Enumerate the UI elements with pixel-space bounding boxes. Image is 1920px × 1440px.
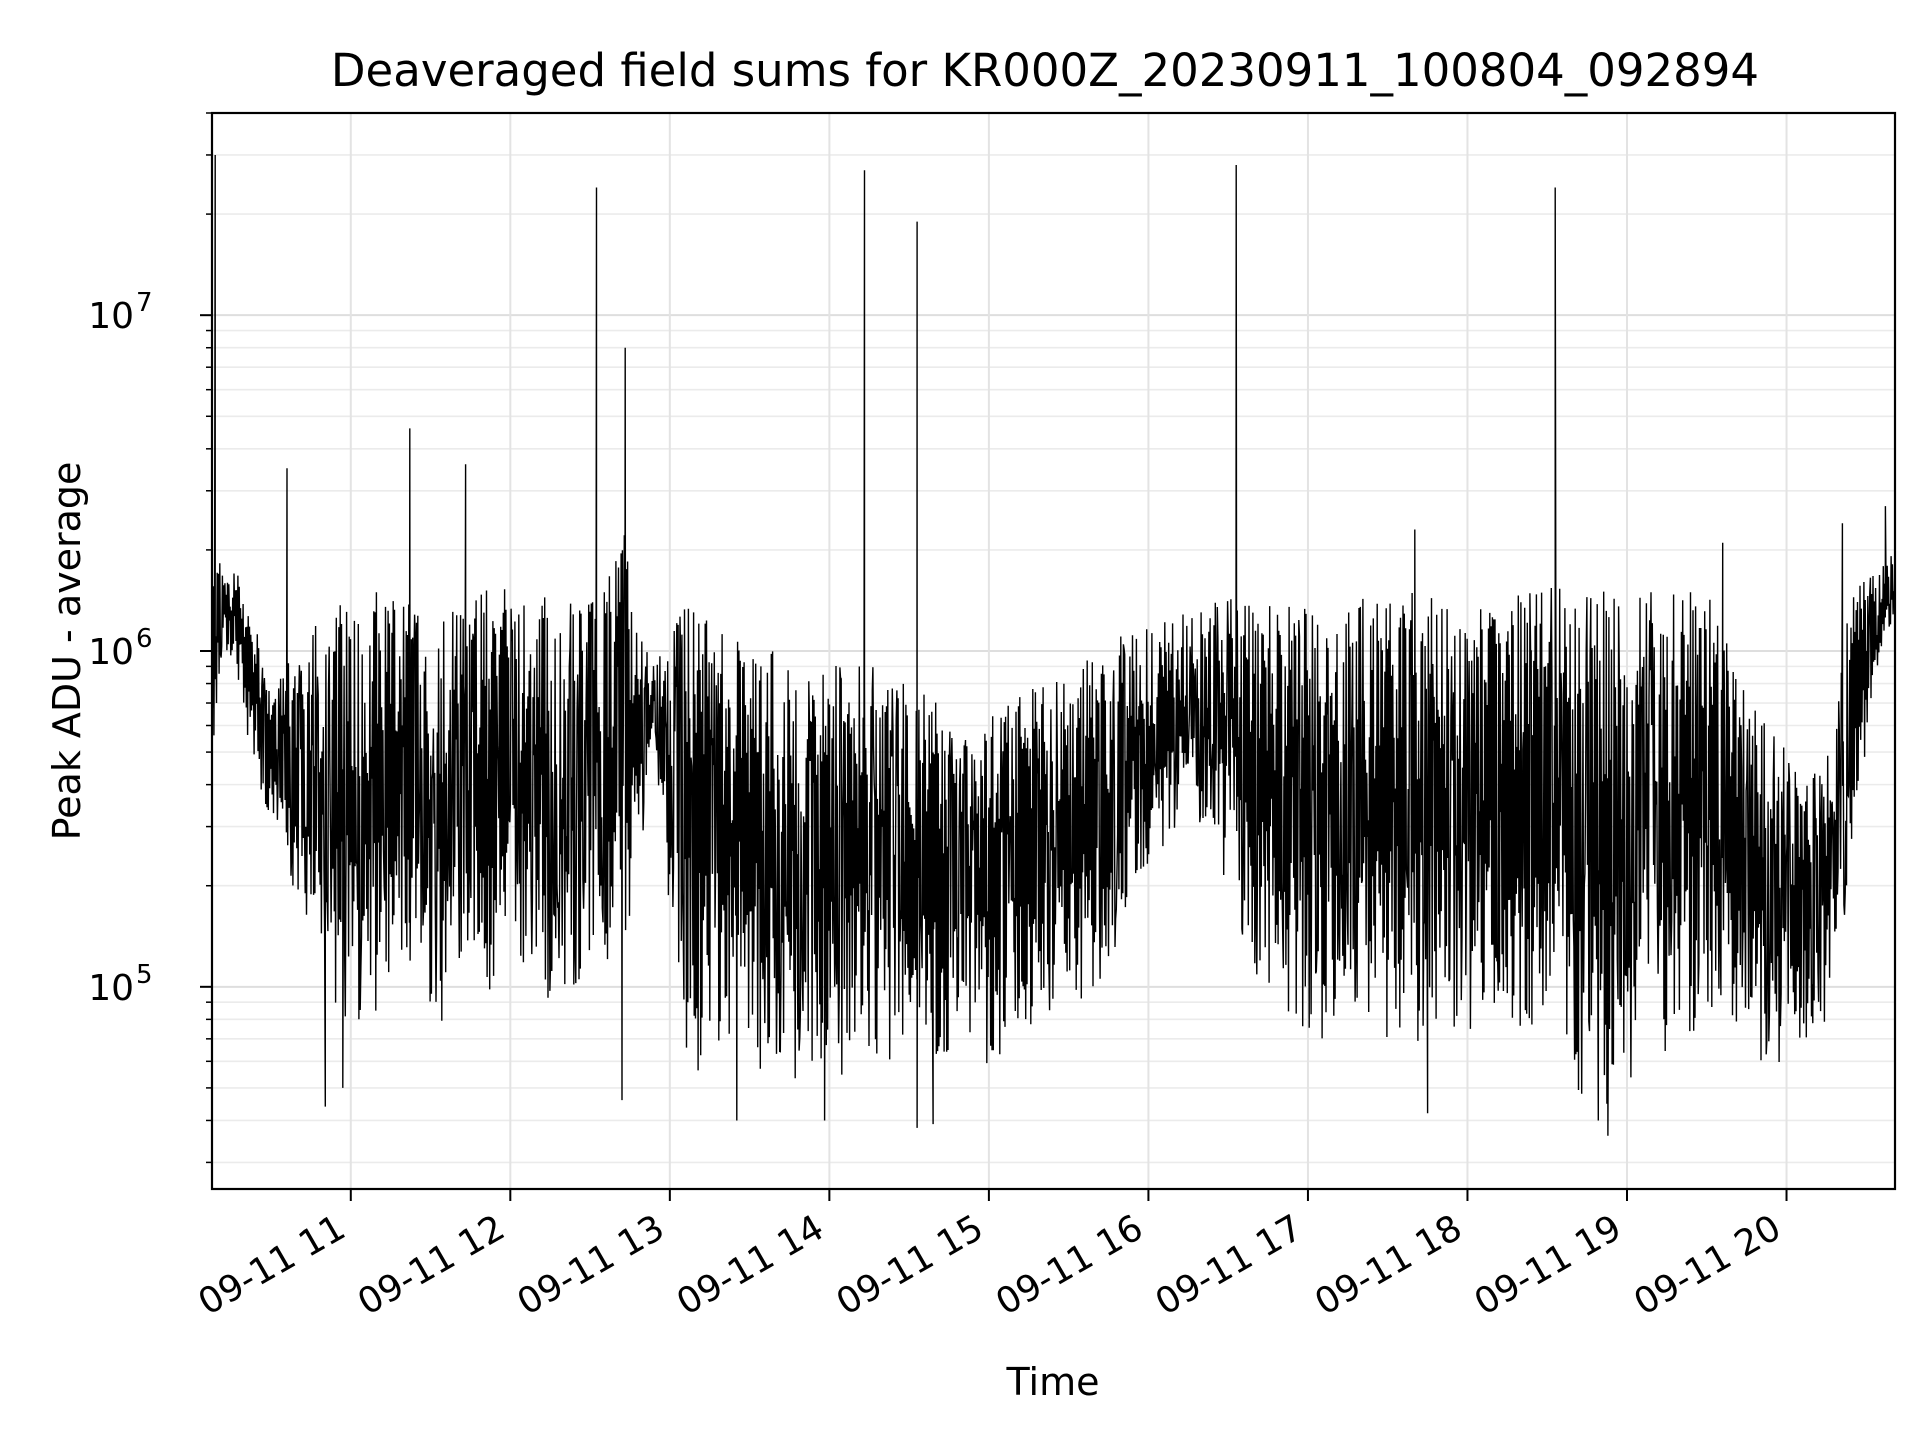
y-axis-label: Peak ADU - average bbox=[45, 462, 89, 841]
y-tick-label: 10 bbox=[88, 296, 134, 337]
x-tick-label: 09-11 18 bbox=[1308, 1207, 1469, 1323]
y-tick-exponent: 7 bbox=[136, 288, 153, 318]
x-tick-label: 09-11 14 bbox=[670, 1207, 831, 1323]
x-tick-label: 09-11 16 bbox=[989, 1207, 1150, 1323]
x-tick-label: 09-11 19 bbox=[1468, 1207, 1629, 1323]
y-tick-label: 10 bbox=[88, 632, 134, 673]
y-tick-exponent: 6 bbox=[136, 624, 153, 654]
x-tick-label: 09-11 17 bbox=[1149, 1207, 1310, 1323]
grid bbox=[212, 112, 1895, 1189]
x-tick-label: 09-11 20 bbox=[1627, 1207, 1788, 1323]
x-tick-label: 09-11 15 bbox=[830, 1207, 991, 1323]
series-path bbox=[211, 154, 1896, 1136]
chart-title: Deaveraged field sums for KR000Z_2023091… bbox=[331, 44, 1759, 97]
y-tick-exponent: 5 bbox=[136, 960, 153, 990]
x-tick-label: 09-11 12 bbox=[351, 1207, 512, 1323]
x-tick-label: 09-11 13 bbox=[511, 1207, 672, 1323]
y-tick-label: 10 bbox=[88, 968, 134, 1009]
x-tick-label: 09-11 11 bbox=[192, 1207, 353, 1323]
series-line bbox=[211, 154, 1896, 1136]
x-axis-label: Time bbox=[1006, 1360, 1100, 1404]
